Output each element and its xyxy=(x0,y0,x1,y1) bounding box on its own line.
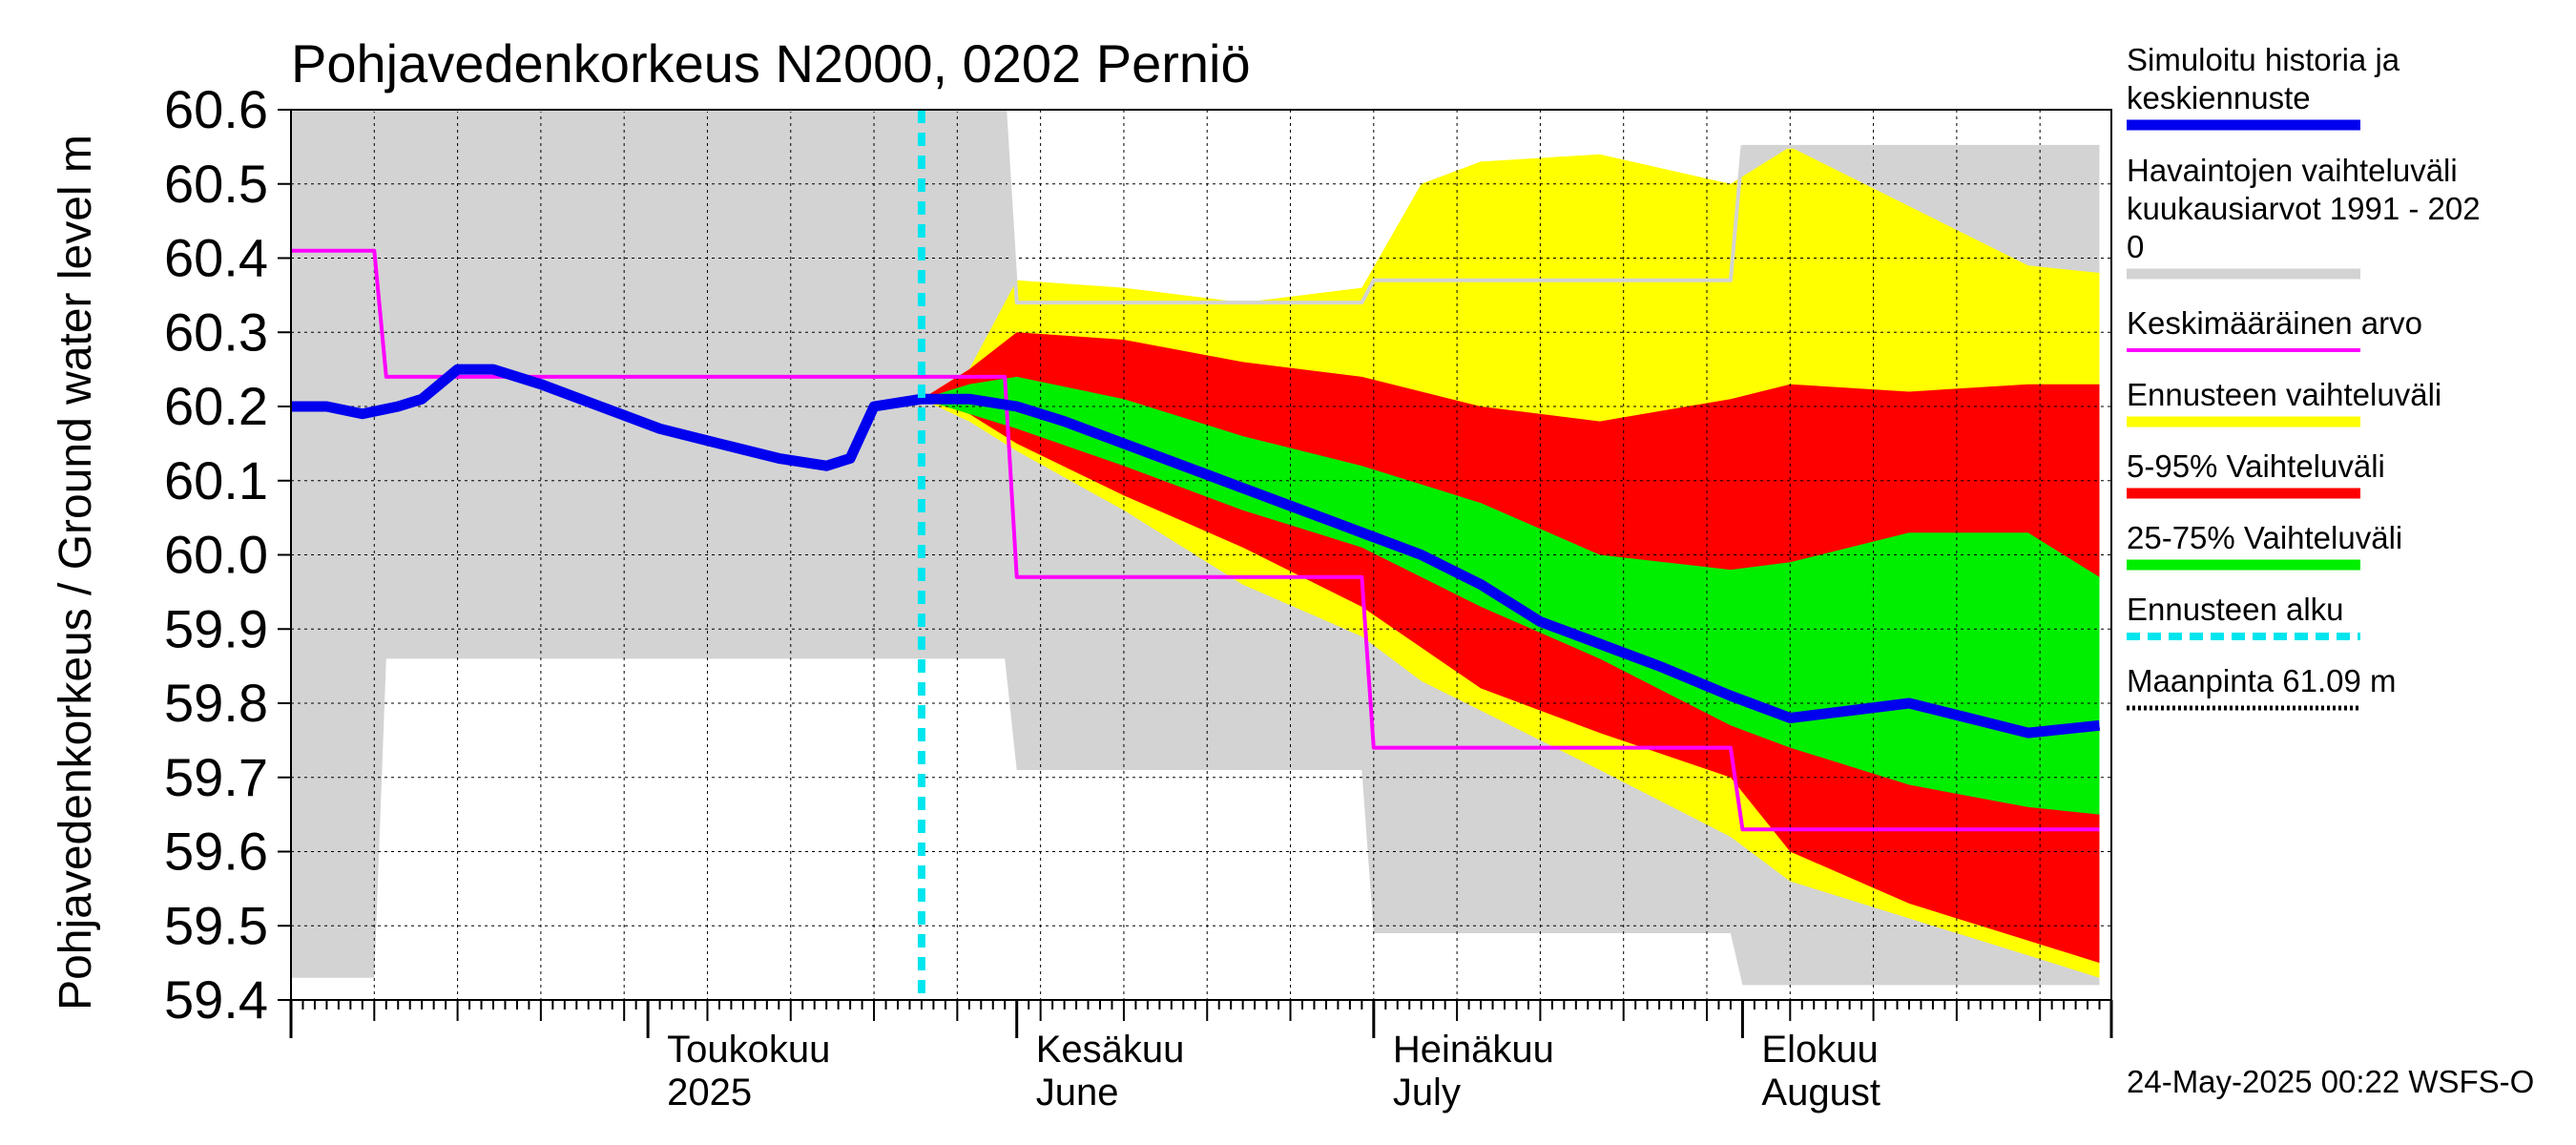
y-tick-label: 60.0 xyxy=(164,525,268,585)
axes: 59.4 59.5 59.6 59.7 59.8 59.9 60.0 60.1 60.2 60.3… xyxy=(164,79,2113,1114)
plot-clip-group xyxy=(291,110,2111,1000)
simulated-forecast-line xyxy=(291,364,2101,739)
y-tick-label: 59.8 xyxy=(164,673,268,733)
legend-label: Ennusteen alku xyxy=(2127,592,2344,627)
y-tick-label: 60.2 xyxy=(164,376,268,436)
legend-label: kuukausiarvot 1991 - 202 xyxy=(2127,191,2481,226)
legend-item: 5-95% Vaihteluväli xyxy=(2127,448,2385,499)
y-tick-label: 59.6 xyxy=(164,822,268,882)
y-axis-label: Pohjavedenkorkeus / Ground water level m xyxy=(51,135,101,1010)
x-month-label: June xyxy=(1036,1072,1119,1114)
y-tick-label: 60.3 xyxy=(164,302,268,362)
y-tick-label: 59.9 xyxy=(164,598,268,658)
legend-item: 25-75% Vaihteluväli xyxy=(2127,520,2402,571)
legend-item: Maanpinta 61.09 m xyxy=(2127,663,2397,711)
legend-label: 0 xyxy=(2127,229,2144,264)
observed-upper-edge xyxy=(291,110,2100,305)
legend-label: 25-75% Vaihteluväli xyxy=(2127,520,2402,555)
legend-item: Keskimääräinen arvo xyxy=(2127,305,2422,352)
x-month-label: Heinäkuu xyxy=(1393,1029,1554,1071)
mean-value-line xyxy=(291,248,2100,832)
legend-label: Maanpinta 61.09 m xyxy=(2127,663,2397,698)
legend-label: keskiennuste xyxy=(2127,80,2311,115)
legend-item: Ennusteen alku xyxy=(2127,592,2360,640)
y-tick-label: 59.7 xyxy=(164,747,268,807)
legend-label: Ennusteen vaihteluväli xyxy=(2127,377,2441,412)
plot-area xyxy=(291,110,2111,1000)
y-tick-label: 59.5 xyxy=(164,895,268,955)
x-month-label: Kesäkuu xyxy=(1036,1029,1185,1071)
y-tick-label: 59.4 xyxy=(164,969,268,1030)
range-25-75-band xyxy=(921,376,2100,815)
x-month-label: Toukokuu xyxy=(667,1029,830,1071)
legend-label: Havaintojen vaihteluväli xyxy=(2127,153,2458,188)
y-tick-label: 60.1 xyxy=(164,450,268,510)
x-month-label: Elokuu xyxy=(1761,1029,1878,1071)
x-month-label: August xyxy=(1761,1072,1880,1114)
timestamp-footer: 24-May-2025 00:22 WSFS-O xyxy=(2127,1064,2534,1099)
y-tick-label: 60.4 xyxy=(164,228,268,288)
y-tick-label: 60.5 xyxy=(164,154,268,214)
grid-lines xyxy=(291,110,2111,1000)
x-month-label: July xyxy=(1393,1072,1461,1114)
legend-label: Simuloitu historia ja xyxy=(2127,42,2400,77)
legend-label: 5-95% Vaihteluväli xyxy=(2127,448,2385,484)
chart-title: Pohjavedenkorkeus N2000, 0202 Perniö xyxy=(291,33,1251,94)
legend-item: Havaintojen vaihteluväli kuukausiarvot 1… xyxy=(2127,153,2481,280)
y-tick-label: 60.6 xyxy=(164,79,268,139)
x-month-label: 2025 xyxy=(667,1072,752,1114)
legend-item: Ennusteen vaihteluväli xyxy=(2127,377,2441,427)
legend-label: Keskimääräinen arvo xyxy=(2127,305,2422,341)
